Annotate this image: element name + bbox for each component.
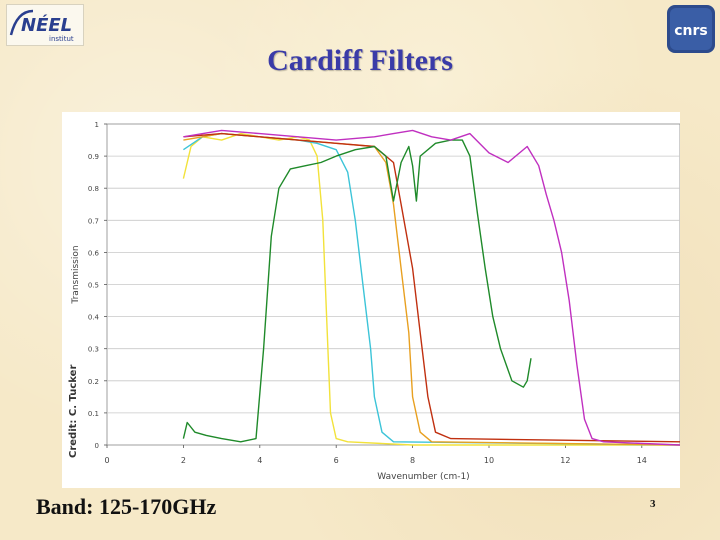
x-tick-label: 6 — [334, 456, 339, 465]
y-tick-label: 0.8 — [88, 185, 99, 193]
series-line-5 — [182, 139, 532, 443]
series-line-6 — [183, 129, 681, 446]
x-tick-label: 0 — [104, 456, 109, 465]
cnrs-logo: cnrs — [667, 5, 715, 53]
y-tick-label: 0.2 — [88, 378, 99, 386]
neel-logo-subtext: institut — [49, 35, 74, 43]
y-tick-label: 0.9 — [88, 153, 99, 161]
y-tick-label: 0.5 — [88, 282, 99, 290]
cnrs-logo-text: cnrs — [674, 23, 708, 39]
y-tick-label: 0.6 — [88, 249, 100, 257]
y-tick-label: 0.7 — [88, 217, 99, 225]
neel-logo-text: NÉEL — [21, 14, 72, 36]
neel-institut-logo: NÉEL institut — [6, 4, 84, 46]
x-tick-label: 4 — [257, 456, 262, 465]
band-label: Band: 125-170GHz — [36, 494, 217, 519]
y-tick-label: 0.1 — [88, 410, 99, 418]
page-number: 3 — [650, 498, 656, 510]
y-tick-label: 0.3 — [88, 346, 99, 354]
x-tick-label: 2 — [181, 456, 186, 465]
y-axis-label: Transmission — [71, 245, 81, 304]
x-tick-label: 14 — [637, 456, 647, 465]
x-axis-label: Wavenumber (cm-1) — [377, 472, 469, 482]
slide-title: Cardiff Filters — [267, 44, 453, 77]
neel-swoosh-icon — [9, 9, 34, 36]
y-tick-label: 1 — [95, 121, 99, 129]
x-tick-label: 12 — [560, 456, 570, 465]
transmission-chart: 00.10.20.30.40.50.60.70.80.910 2 4 6 8 10 12 14… — [71, 121, 681, 482]
x-tick-label: 8 — [410, 456, 415, 465]
y-tick-label: 0.4 — [88, 314, 100, 322]
series-line-1 — [182, 132, 680, 446]
chart-container: 0 0.1 0.2 0.3 0.4 0.5 0.6 0.7 0.8 0.9 1 0 2 4 6 8 10 12 14… — [62, 112, 681, 488]
credit-label: Credit: C. Tucker — [62, 310, 82, 463]
y-tick-label: 0 — [95, 442, 99, 450]
x-tick-label: 10 — [484, 456, 494, 465]
credit-text: Credit: C. Tucker — [68, 365, 79, 458]
